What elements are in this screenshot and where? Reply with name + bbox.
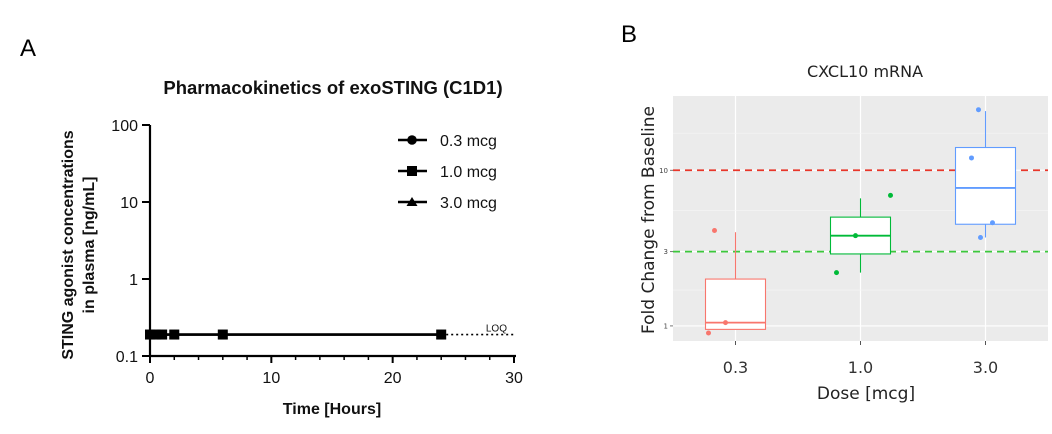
pk-data-point: [436, 329, 447, 339]
box-data-point: [712, 228, 717, 234]
pk-x-tick-label: 30: [505, 370, 523, 387]
box-1.0: [829, 192, 893, 276]
box-series: [704, 107, 1017, 336]
box-3.0: [954, 107, 1017, 240]
square-marker-icon: [407, 166, 417, 176]
box-data-point: [976, 107, 981, 113]
box-data-point: [834, 270, 839, 276]
box-y-axis-title: Fold Change from Baseline: [639, 106, 659, 334]
pk-series: [145, 329, 447, 340]
box-y-tick-label: 1: [664, 322, 668, 330]
pk-data-point: [217, 329, 228, 339]
pk-x-axis-title: Time [Hours]: [283, 401, 381, 418]
pk-y-axis-title: STING agonist concentrations in plasma […: [60, 130, 98, 359]
pk-y-tick-label: 10: [120, 195, 138, 212]
pk-y-tick-label: 1: [129, 272, 138, 289]
pk-legend-label: 1.0 mcg: [440, 164, 497, 181]
box-data-point: [978, 234, 983, 240]
box-y-tick-label: 10: [659, 167, 668, 175]
panel-b: B CXCL10 mRNA Fold Change from Baseline …: [621, 21, 1048, 404]
box-y-tick-label: 3: [664, 248, 668, 256]
box-data-point: [888, 192, 893, 198]
box-x-tick-label: 0.3: [723, 358, 748, 377]
panel-a: A Pharmacokinetics of exoSTING (C1D1) ST…: [20, 35, 523, 418]
box-data-point: [723, 320, 728, 326]
circle-marker-icon: [407, 135, 417, 145]
pk-data-point: [157, 329, 168, 339]
box-x-tick-label: 3.0: [973, 358, 998, 377]
panel-a-label: A: [20, 35, 36, 62]
box-body: [704, 278, 767, 330]
pk-x-tick-label: 20: [384, 370, 402, 387]
pk-y-axis-title-line2: in plasma [ng/mL]: [81, 177, 98, 314]
pk-legend-label: 3.0 mcg: [440, 195, 497, 212]
box-ticks: 0.3 1.0 3.0 1 3 10: [659, 167, 998, 377]
box-chart-title: CXCL10 mRNA: [807, 62, 923, 81]
box-x-tick-label: 1.0: [848, 358, 873, 377]
box-data-point: [969, 155, 974, 161]
pk-ticks: 0 10 20 30 0.1 1 10 100: [111, 118, 523, 387]
pk-data-point: [169, 329, 180, 339]
pk-y-tick-label: 0.1: [116, 349, 138, 366]
pk-x-tick-label: 0: [146, 370, 155, 387]
loq-label: LOQ: [486, 324, 507, 335]
pk-y-tick-label: 100: [111, 118, 138, 135]
triangle-marker-icon: [406, 197, 418, 206]
pk-x-tick-label: 10: [262, 370, 280, 387]
panel-b-label: B: [621, 21, 637, 48]
pk-legend-label: 0.3 mcg: [440, 133, 497, 150]
pk-chart-title: Pharmacokinetics of exoSTING (C1D1): [163, 77, 502, 98]
box-data-point: [990, 220, 995, 226]
box-x-axis-title: Dose [mcg]: [817, 384, 915, 404]
box-0.3: [704, 228, 767, 336]
box-data-point: [853, 233, 858, 239]
box-data-point: [706, 330, 711, 336]
pk-y-axis-title-line1: STING agonist concentrations: [60, 130, 77, 359]
box-body: [954, 146, 1017, 225]
pk-legend: 0.3 mcg 1.0 mcg 3.0 mcg: [398, 133, 497, 212]
